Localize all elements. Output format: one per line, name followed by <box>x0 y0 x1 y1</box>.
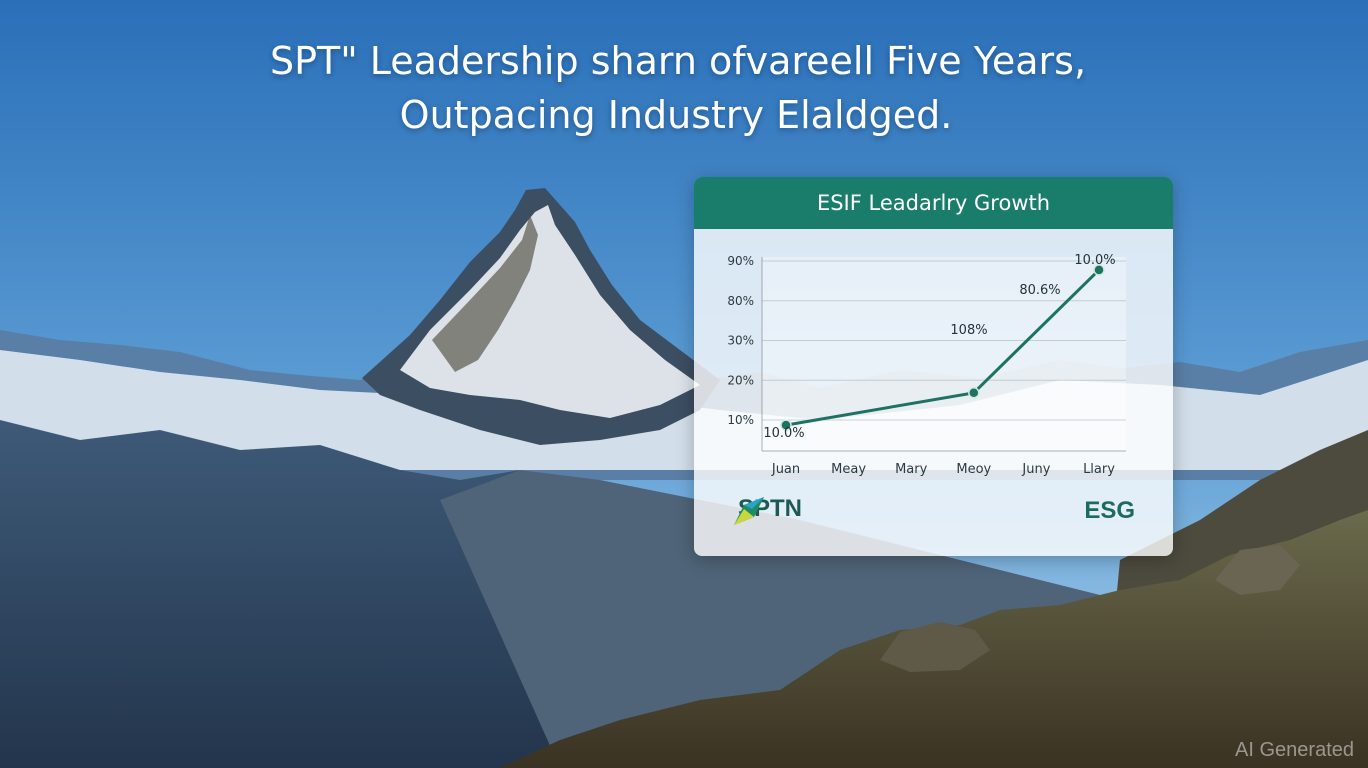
plot-area <box>762 257 1126 451</box>
peak-rock-face <box>432 215 538 372</box>
esg-label: ESG <box>1084 497 1135 524</box>
x-tick-label: Meoy <box>956 462 991 477</box>
sptn-logo-icon <box>734 497 764 525</box>
chart-title: ESIF Leadarlry Growth <box>694 177 1173 229</box>
foreground-boulder <box>880 622 990 672</box>
right-boulder <box>1215 545 1300 595</box>
headline-line-1: SPT" Leadership sharn ofvareell Five Yea… <box>269 39 1087 83</box>
x-tick-label: Juan <box>771 462 800 477</box>
x-tick-label: Meay <box>831 462 866 477</box>
line-chart: 90% 80% 30% 20% 10% Juan Meay Mary Meoy Juny Llary… <box>727 253 1126 477</box>
watermark: AI Generated <box>1235 739 1354 761</box>
chart-card: ESIF Leadarlry Growth 90% 80% 30% 20% 10% Jua… <box>694 177 1173 556</box>
x-tick-label: Juny <box>1021 462 1050 477</box>
peak-snow <box>400 205 700 418</box>
headline-line-2: Outpacing Industry Elaldged. <box>399 93 953 137</box>
data-point <box>780 419 792 431</box>
y-tick-label: 30% <box>727 334 754 348</box>
data-label: 108% <box>950 323 987 338</box>
data-point <box>1093 264 1105 276</box>
data-point <box>968 387 980 399</box>
y-tick-label: 10% <box>727 413 754 427</box>
y-tick-label: 20% <box>727 373 754 387</box>
x-tick-label: Mary <box>895 462 928 477</box>
x-tick-label: Llary <box>1083 462 1115 477</box>
brand: SPTN <box>732 495 802 525</box>
data-label: 10.0% <box>1074 253 1115 268</box>
data-label: 10.0% <box>763 426 804 441</box>
data-label: 80.6% <box>1019 283 1060 298</box>
y-tick-label: 90% <box>727 254 754 268</box>
y-tick-label: 80% <box>727 294 754 308</box>
headline: SPT" Leadership sharn ofvareell Five Yea… <box>0 34 1368 142</box>
